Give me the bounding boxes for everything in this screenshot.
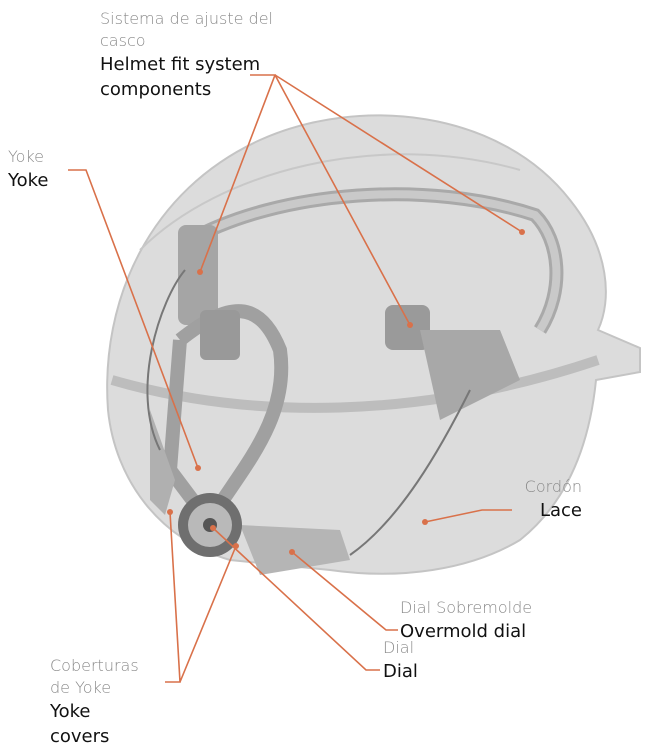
yoke-clip	[200, 310, 240, 360]
label-en: Overmold dial	[400, 619, 532, 644]
label-en: Yoke covers	[50, 699, 120, 746]
label-es: Cordón	[500, 476, 582, 498]
helmet-illustration	[0, 0, 645, 746]
label-en: Helmet fit system components	[100, 52, 290, 102]
callout: Coberturas de Yoke Yoke covers	[50, 655, 160, 746]
label-es: Dial Sobremolde	[400, 597, 532, 619]
callout: Dial Dial	[383, 637, 418, 684]
callout: Cordón Lace	[500, 476, 582, 523]
label-es: Dial	[383, 637, 418, 659]
callout: Dial Sobremolde Overmold dial	[400, 597, 532, 644]
label-en: Lace	[500, 498, 582, 523]
label-en: Yoke	[8, 168, 48, 193]
page: Sistema de ajuste del casco Helmet fit s…	[0, 0, 645, 746]
callout: Yoke Yoke	[8, 146, 48, 193]
label-en: Dial	[383, 659, 418, 684]
label-es: Sistema de ajuste del casco	[100, 8, 320, 52]
callout: Sistema de ajuste del casco Helmet fit s…	[100, 8, 320, 102]
label-es: Yoke	[8, 146, 48, 168]
label-es: Coberturas de Yoke	[50, 655, 150, 699]
